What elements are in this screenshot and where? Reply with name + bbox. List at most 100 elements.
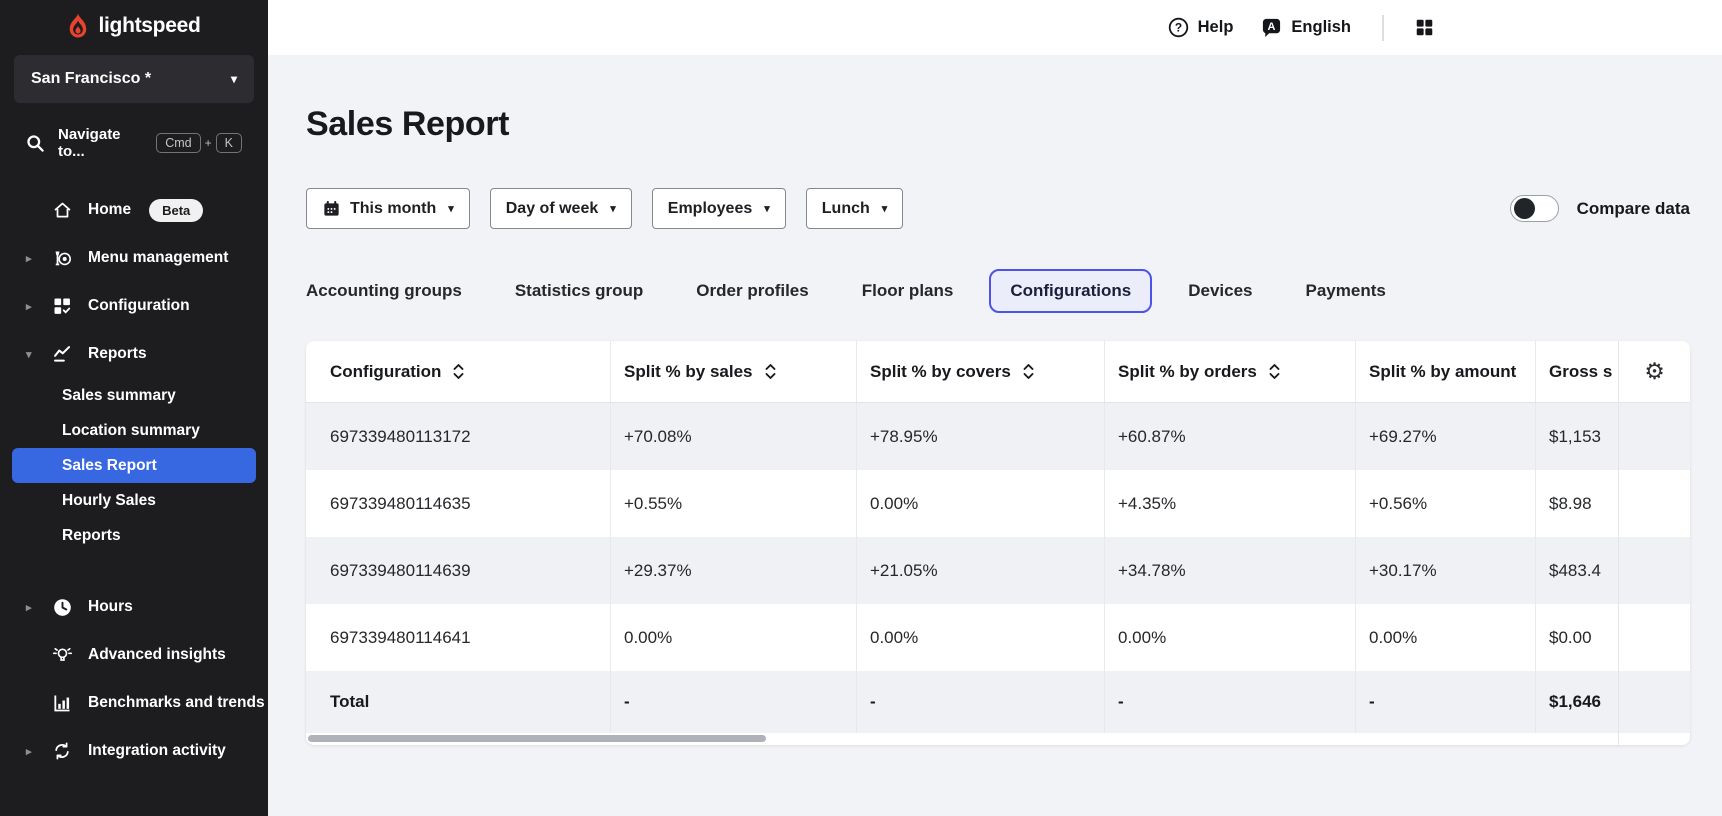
home-icon bbox=[50, 200, 74, 221]
sidebar-item-sales-report-selected[interactable]: Sales Report bbox=[12, 448, 256, 483]
column-header-split-amount[interactable]: Split % by amount bbox=[1356, 341, 1536, 402]
language-icon: A bbox=[1261, 17, 1282, 38]
sidebar-item-menu-management[interactable]: ▸ Menu management bbox=[0, 234, 268, 282]
horizontal-scrollbar[interactable] bbox=[308, 735, 766, 742]
compare-data-control: Compare data bbox=[1509, 195, 1690, 222]
chevron-right-icon: ▸ bbox=[26, 300, 32, 313]
filter-bar: This month ▾ Day of week ▾ Employees ▾ L… bbox=[306, 188, 1690, 229]
brand-name: lightspeed bbox=[98, 14, 201, 37]
help-button[interactable]: ? Help bbox=[1168, 17, 1233, 38]
sidebar-item-reports-sub[interactable]: Reports bbox=[62, 526, 121, 544]
navigate-search[interactable]: Navigate to... Cmd + K bbox=[14, 126, 254, 160]
sort-icon[interactable] bbox=[764, 363, 777, 380]
sidebar-item-label: Reports bbox=[88, 345, 147, 362]
tab-configurations[interactable]: Configurations bbox=[989, 269, 1153, 313]
column-header-configuration[interactable]: Configuration bbox=[306, 341, 611, 402]
tab-devices[interactable]: Devices bbox=[1188, 281, 1253, 300]
sidebar-item-location-summary[interactable]: Location summary bbox=[62, 421, 200, 439]
cmd-key: Cmd bbox=[156, 133, 201, 153]
sidebar-item-home[interactable]: Home Beta bbox=[0, 186, 268, 234]
chevron-down-icon: ▾ bbox=[764, 203, 770, 215]
chevron-right-icon: ▸ bbox=[26, 601, 32, 614]
column-settings-column: ⚙ bbox=[1618, 341, 1690, 745]
language-button[interactable]: A English bbox=[1261, 17, 1351, 38]
k-key: K bbox=[215, 133, 242, 153]
sort-icon[interactable] bbox=[452, 363, 465, 380]
keyboard-shortcut: Cmd + K bbox=[156, 133, 242, 153]
svg-text:?: ? bbox=[1174, 21, 1181, 35]
column-header-split-orders[interactable]: Split % by orders bbox=[1105, 341, 1356, 402]
tab-payments[interactable]: Payments bbox=[1305, 281, 1386, 300]
sidebar-item-configuration[interactable]: ▸ Configuration bbox=[0, 282, 268, 330]
search-placeholder: Navigate to... bbox=[58, 126, 121, 160]
tab-order-profiles[interactable]: Order profiles bbox=[696, 281, 809, 300]
filter-day-of-week[interactable]: Day of week ▾ bbox=[489, 188, 632, 229]
filter-lunch[interactable]: Lunch ▾ bbox=[805, 188, 904, 229]
search-icon bbox=[26, 134, 45, 153]
gear-icon: ⚙ bbox=[1644, 358, 1665, 384]
column-settings-button[interactable]: ⚙ bbox=[1619, 341, 1690, 403]
tab-statistics-group[interactable]: Statistics group bbox=[514, 281, 644, 300]
column-header-split-covers[interactable]: Split % by covers bbox=[857, 341, 1105, 402]
tab-accounting-groups[interactable]: Accounting groups bbox=[306, 281, 462, 300]
sidebar-item-advanced-insights[interactable]: Advanced insights bbox=[0, 631, 268, 679]
gear-col-row bbox=[1619, 537, 1690, 604]
compare-data-label: Compare data bbox=[1576, 198, 1690, 218]
hours-icon bbox=[50, 597, 74, 618]
sidebar-item-label: Integration activity bbox=[88, 742, 226, 759]
lightspeed-logo: lightspeed bbox=[0, 0, 268, 52]
table-row[interactable]: 697339480114639 +29.37% +21.05% +34.78% … bbox=[306, 537, 1618, 604]
sort-icon[interactable] bbox=[1268, 363, 1281, 380]
topbar: ? Help A English bbox=[268, 0, 1722, 55]
help-icon: ? bbox=[1168, 17, 1189, 38]
lightspeed-flame-icon bbox=[67, 13, 89, 40]
sort-icon[interactable] bbox=[1022, 363, 1035, 380]
sidebar-item-hours[interactable]: ▸ Hours bbox=[0, 583, 268, 631]
reports-icon bbox=[50, 344, 74, 365]
chevron-down-icon: ▾ bbox=[448, 203, 454, 215]
sidebar-item-reports[interactable]: ▾ Reports bbox=[0, 330, 268, 378]
column-header-split-sales[interactable]: Split % by sales bbox=[611, 341, 857, 402]
topbar-divider bbox=[1382, 14, 1384, 41]
page-title: Sales Report bbox=[306, 105, 510, 143]
sidebar-item-sales-summary[interactable]: Sales summary bbox=[62, 386, 176, 404]
table-scroll-area: Configuration Split % by sales bbox=[306, 341, 1618, 745]
chevron-right-icon: ▸ bbox=[26, 252, 32, 265]
chevron-right-icon: ▸ bbox=[26, 745, 32, 758]
report-table-card: Configuration Split % by sales bbox=[306, 341, 1690, 745]
apps-grid-icon[interactable] bbox=[1415, 18, 1434, 37]
sidebar-item-label: Hours bbox=[88, 598, 133, 615]
integration-activity-icon bbox=[50, 741, 74, 761]
toggle-knob bbox=[1513, 198, 1535, 219]
table-row[interactable]: 697339480114641 0.00% 0.00% 0.00% 0.00% … bbox=[306, 604, 1618, 671]
sidebar-item-integration-activity[interactable]: ▸ Integration activity bbox=[0, 727, 268, 775]
filter-this-month[interactable]: This month ▾ bbox=[306, 188, 470, 229]
location-label: San Francisco * bbox=[31, 70, 152, 87]
column-header-gross-sales[interactable]: Gross s bbox=[1549, 361, 1613, 381]
table-row[interactable]: 697339480114635 +0.55% 0.00% +4.35% +0.5… bbox=[306, 470, 1618, 537]
beta-badge: Beta bbox=[149, 198, 204, 222]
filter-employees[interactable]: Employees ▾ bbox=[651, 188, 786, 229]
gear-col-row bbox=[1619, 470, 1690, 537]
table-header-row: Configuration Split % by sales bbox=[306, 341, 1618, 403]
compare-data-toggle[interactable] bbox=[1509, 195, 1559, 222]
gear-col-row bbox=[1619, 604, 1690, 671]
tab-floor-plans[interactable]: Floor plans bbox=[861, 281, 954, 300]
benchmarks-icon bbox=[50, 693, 74, 713]
menu-management-icon bbox=[50, 248, 74, 269]
sidebar-item-benchmarks[interactable]: Benchmarks and trends bbox=[0, 679, 268, 727]
tab-bar: Accounting groups Statistics group Order… bbox=[306, 269, 1690, 313]
sidebar-item-label: Benchmarks and trends bbox=[88, 694, 265, 711]
gear-col-row bbox=[1619, 403, 1690, 470]
sidebar-item-label: Advanced insights bbox=[88, 646, 226, 663]
advanced-insights-icon bbox=[50, 645, 74, 666]
chevron-down-icon: ▾ bbox=[610, 203, 616, 215]
chevron-down-icon: ▾ bbox=[230, 72, 237, 86]
sidebar-item-label: Menu management bbox=[88, 249, 229, 266]
table-row[interactable]: 697339480113172 +70.08% +78.95% +60.87% … bbox=[306, 403, 1618, 470]
main-area: ? Help A English bbox=[268, 0, 1722, 816]
sidebar-item-label: Configuration bbox=[88, 297, 190, 314]
nav-section-gap bbox=[0, 553, 268, 583]
location-selector[interactable]: San Francisco * ▾ bbox=[14, 55, 254, 103]
sidebar-item-hourly-sales[interactable]: Hourly Sales bbox=[62, 491, 156, 509]
